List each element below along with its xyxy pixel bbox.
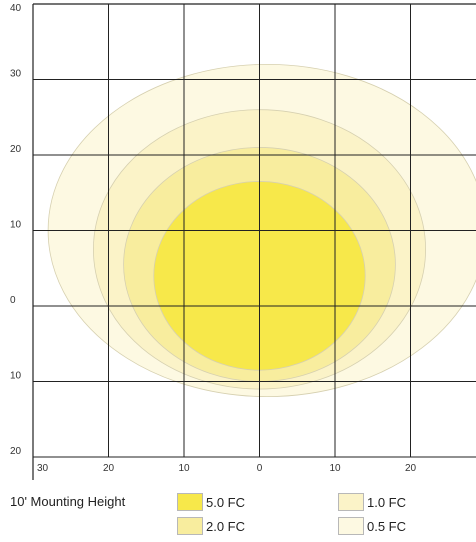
y-tick-label: 30 — [10, 69, 22, 80]
y-tick-label: 10 — [10, 371, 22, 382]
x-tick-label: 20 — [405, 463, 417, 474]
legend-item-1fc: 1.0 FC — [338, 492, 406, 512]
y-tick-label: 0 — [10, 295, 16, 306]
legend-swatch-1fc — [338, 493, 364, 511]
legend-label-1fc: 1.0 FC — [367, 494, 407, 510]
legend-label-05fc: 0.5 FC — [367, 518, 407, 534]
x-tick-label: 10 — [329, 463, 341, 474]
mounting-height-label: 10' Mounting Height — [10, 494, 126, 509]
legend-swatch-05fc — [338, 517, 364, 535]
y-tick-label: 40 — [10, 3, 22, 14]
legend-item-5fc: 5.0 FC — [177, 492, 245, 512]
y-tick-label: 20 — [10, 446, 22, 457]
legend: 10' Mounting Height 5.0 FC 2.0 FC 1.0 FC… — [0, 486, 476, 542]
y-tick-label: 20 — [10, 144, 22, 155]
legend-item-05fc: 0.5 FC — [338, 516, 406, 536]
legend-label-5fc: 5.0 FC — [206, 494, 246, 510]
legend-swatch-5fc — [177, 493, 203, 511]
grid-layer — [32, 3, 476, 480]
contour-layer — [47, 64, 476, 397]
x-tick-label: 0 — [257, 463, 263, 474]
x-tick-label: 20 — [103, 463, 115, 474]
isofootcandle-plot: 4030201001020302010010203 — [10, 3, 476, 480]
x-tick-label: 30 — [37, 463, 49, 474]
tick-label-layer: 4030201001020302010010203 — [10, 3, 417, 474]
legend-item-2fc: 2.0 FC — [177, 516, 245, 536]
y-tick-label: 10 — [10, 220, 22, 231]
x-tick-label: 10 — [178, 463, 190, 474]
legend-label-2fc: 2.0 FC — [206, 518, 246, 534]
legend-swatch-2fc — [177, 517, 203, 535]
